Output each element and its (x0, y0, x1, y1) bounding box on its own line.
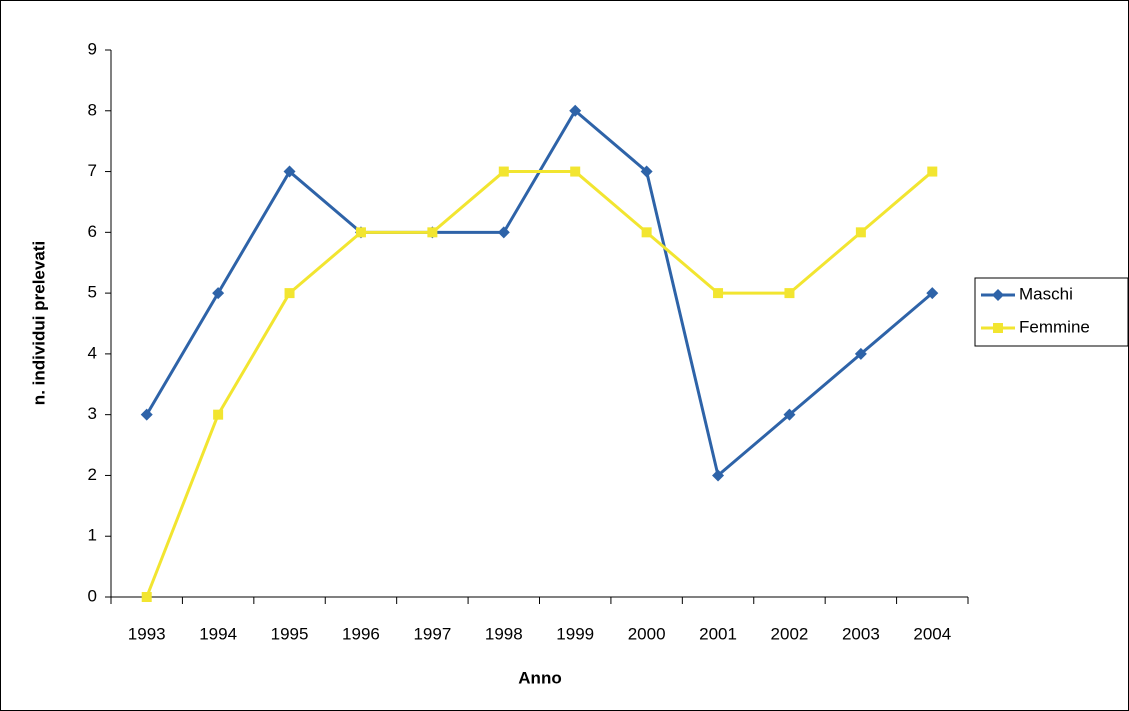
marker (283, 165, 296, 178)
x-tick-label: 2003 (842, 624, 880, 643)
y-tick-label: 9 (88, 39, 97, 58)
y-tick-label: 3 (88, 404, 97, 423)
y-tick-label: 4 (88, 343, 97, 362)
marker (427, 227, 438, 238)
legend-label: Maschi (1019, 284, 1073, 303)
marker (569, 104, 582, 117)
x-tick-label: 2000 (628, 624, 666, 643)
x-tick-label: 1994 (199, 624, 237, 643)
x-tick-label: 1997 (413, 624, 451, 643)
marker (992, 289, 1004, 301)
x-tick-label: 1999 (556, 624, 594, 643)
marker (355, 227, 366, 238)
y-tick-label: 5 (88, 283, 97, 302)
marker (783, 408, 796, 421)
y-tick-label: 7 (88, 161, 97, 180)
x-tick-label: 2004 (913, 624, 951, 643)
y-tick-label: 6 (88, 222, 97, 241)
x-tick-label: 1998 (485, 624, 523, 643)
y-tick-label: 8 (88, 100, 97, 119)
marker (141, 592, 152, 602)
marker (140, 408, 153, 421)
x-tick-label: 1993 (128, 624, 166, 643)
marker (993, 323, 1003, 333)
marker (498, 166, 509, 177)
marker (784, 288, 795, 299)
x-tick-label: 2002 (771, 624, 809, 643)
x-tick-label: 2001 (699, 624, 737, 643)
legend-box (974, 277, 1129, 347)
y-tick-label: 1 (88, 526, 97, 545)
y-tick-label: 0 (88, 586, 97, 605)
marker (927, 166, 938, 177)
y-axis-title: n. individui prelevati (29, 241, 48, 405)
marker (570, 166, 581, 177)
marker (640, 165, 653, 178)
marker (926, 287, 939, 300)
marker (713, 288, 724, 299)
marker (497, 226, 510, 239)
marker (284, 288, 295, 299)
marker (212, 287, 225, 300)
marker (213, 409, 224, 420)
x-tick-label: 1995 (271, 624, 309, 643)
x-tick-label: 1996 (342, 624, 380, 643)
marker (641, 227, 652, 238)
marker (854, 347, 867, 360)
line-series (145, 170, 934, 598)
x-axis-title: Anno (518, 668, 561, 687)
marker (855, 227, 866, 238)
marker (712, 469, 725, 482)
y-tick-label: 2 (88, 465, 97, 484)
legend-label: Femmine (1019, 317, 1090, 336)
